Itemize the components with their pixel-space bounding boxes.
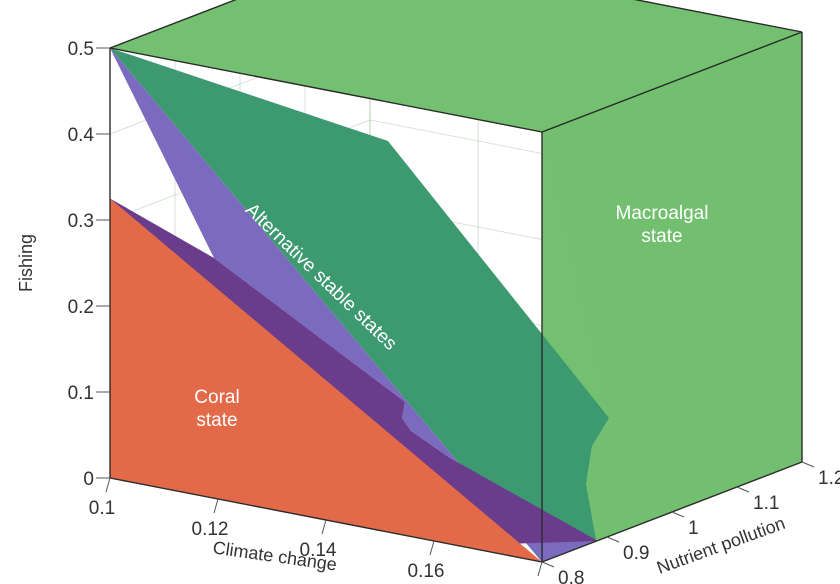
x-tick-mark: [321, 519, 327, 535]
macroalgal-boundary-surface: [110, 48, 609, 562]
x-tick-mark: [105, 477, 111, 493]
x-tick-label: 0.18: [516, 582, 553, 584]
x-tick-label: 0.1: [89, 498, 115, 519]
y-tick-mark: [541, 561, 555, 568]
regions: [110, 0, 802, 562]
z-tick-label: 0.3: [68, 211, 94, 232]
macroalgal-state-label: Macroalgal state: [616, 203, 709, 247]
x-tick-label: 0.16: [408, 561, 445, 582]
y-tick-label: 0.9: [623, 543, 649, 564]
x-tick-mark: [213, 498, 219, 514]
z-tick-label: 0.1: [68, 383, 94, 404]
z-tick-label: 0.4: [68, 125, 95, 146]
y-tick-label: 1.2: [818, 468, 840, 489]
z-tick-label: 0: [83, 469, 94, 490]
cube-edge: [109, 0, 237, 49]
coral-state-label: Coral state: [194, 387, 239, 431]
coral-state-region: [110, 198, 542, 562]
x-tick-label: 0.14: [300, 540, 337, 561]
y-tick-mark: [671, 511, 685, 518]
y-tick-label: 1: [688, 518, 699, 539]
coral-boundary-surface: [110, 198, 598, 544]
y-axis-title: Nutrient pollution: [654, 513, 788, 578]
y-tick-mark: [736, 486, 750, 493]
y-tick-mark: [801, 461, 815, 468]
cube-edge: [109, 47, 543, 133]
y-tick-label: 1.1: [753, 493, 779, 514]
cube-edge: [633, 0, 803, 33]
x-tick-mark: [537, 561, 543, 577]
tick-labels: 0 0.1 0.2 0.3 0.4 0.5 0.1 0.12 0.14 0.16 0.18 0.8 0.…: [68, 39, 840, 584]
z-tick-label: 0.2: [68, 297, 94, 318]
macroalgal-right-face: [542, 32, 802, 541]
cube-edge: [541, 31, 803, 133]
cube-edges: [109, 0, 803, 563]
y-tick-label: 0.8: [558, 568, 584, 584]
z-axis-title: Fishing: [16, 234, 36, 292]
x-tick-label: 0.12: [192, 519, 229, 540]
y-tick-mark: [606, 536, 620, 543]
z-tick-label: 0.5: [68, 39, 94, 60]
x-tick-mark: [429, 540, 435, 556]
